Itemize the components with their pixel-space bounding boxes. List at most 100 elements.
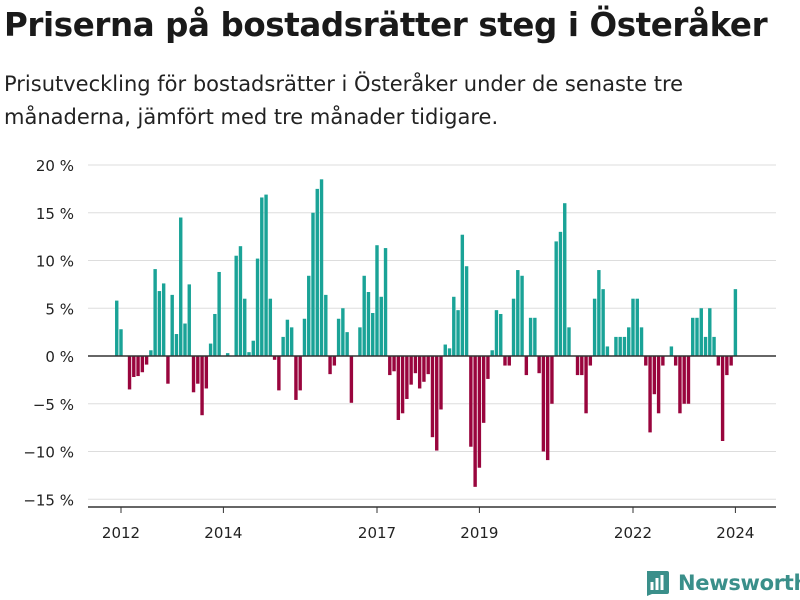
bar: [289, 327, 294, 356]
x-tick-label: 2022: [614, 524, 652, 542]
bar: [584, 356, 588, 414]
bar: [225, 353, 230, 356]
bar: [499, 313, 503, 356]
bar: [213, 313, 217, 356]
chart-title: Priserna på bostadsrätter steg i Österåk…: [4, 6, 768, 44]
bar: [132, 356, 136, 378]
y-tick-label: −15 %: [23, 491, 74, 509]
bar: [511, 298, 516, 356]
bar: [366, 292, 371, 356]
x-tick-label: 2017: [358, 524, 396, 542]
bar: [614, 336, 618, 356]
x-tick-label: 2019: [460, 524, 498, 542]
bar: [678, 356, 682, 414]
bar: [682, 356, 686, 404]
bar: [631, 298, 635, 356]
bar: [319, 179, 324, 356]
bar: [383, 248, 388, 356]
bar: [601, 289, 605, 356]
bar: [187, 284, 191, 357]
bar: [686, 356, 691, 404]
bar: [264, 194, 268, 356]
x-tick-label: 2012: [102, 524, 140, 542]
bar: [644, 356, 648, 366]
bar: [238, 246, 243, 357]
bar: [298, 356, 302, 391]
bar: [208, 343, 213, 356]
bar: [251, 340, 255, 356]
bar: [170, 294, 174, 356]
bar: [447, 348, 452, 356]
bar: [695, 317, 699, 356]
bar: [417, 356, 422, 389]
bar: [725, 356, 729, 376]
bar: [729, 356, 733, 366]
bar: [396, 356, 401, 420]
bar: [648, 356, 652, 433]
bar: [661, 356, 665, 366]
bar: [691, 317, 695, 356]
chart-subtitle: Prisutveckling för bostadsrätter i Öster…: [4, 72, 684, 129]
bar: [473, 356, 477, 487]
bar: [712, 336, 716, 356]
x-axis-ticks: 2012 2014 2017 2019 2022 2024: [102, 507, 754, 542]
bar: [149, 350, 153, 356]
bar: [140, 356, 145, 373]
bar: [281, 336, 285, 356]
newsworthy-brand: Newsworthy: [644, 566, 800, 600]
bar: [243, 298, 247, 356]
bar: [400, 356, 405, 414]
bar: [656, 356, 661, 414]
bar: [332, 356, 337, 366]
bar: [409, 356, 413, 385]
bar: [426, 356, 430, 375]
bar: [127, 356, 132, 390]
bar: [247, 352, 251, 356]
bar: [486, 356, 490, 379]
x-tick-label: 2014: [204, 524, 242, 542]
bar: [358, 327, 362, 356]
x-tick-label: 2024: [716, 524, 754, 542]
bar: [494, 310, 499, 356]
bar: [464, 266, 469, 356]
bar: [503, 356, 507, 366]
bar: [217, 271, 221, 356]
bar: [430, 356, 435, 438]
bar: [136, 356, 140, 377]
bar: [349, 356, 354, 403]
bar: [204, 356, 209, 389]
y-tick-label: −5 %: [33, 396, 74, 414]
bar: [592, 298, 597, 356]
bar: [234, 255, 238, 356]
bar: [605, 346, 610, 356]
bar: [144, 356, 149, 365]
bar: [622, 336, 627, 356]
y-tick-label: −10 %: [23, 444, 74, 462]
bar: [618, 336, 622, 356]
bar: [157, 291, 162, 356]
bar: [469, 356, 473, 447]
bar: [255, 258, 260, 356]
bar: [716, 356, 721, 366]
bar: [392, 356, 396, 372]
bar: [550, 356, 554, 404]
bar-chart-logo-icon: [647, 571, 669, 596]
bar: [456, 310, 460, 356]
bar: [652, 356, 657, 395]
bar: [635, 298, 639, 356]
bar: [285, 319, 290, 356]
bar: [733, 289, 738, 356]
bar: [516, 270, 520, 356]
bar: [341, 308, 345, 356]
bar: [307, 275, 311, 356]
bar: [669, 346, 674, 356]
bar: [533, 317, 537, 356]
bar: [161, 283, 166, 356]
bar: [673, 356, 678, 366]
bar: [699, 308, 703, 356]
bar: [639, 327, 644, 356]
bar: [507, 356, 511, 366]
bar: [720, 356, 725, 441]
bar: [588, 356, 593, 366]
bar: [435, 356, 439, 451]
